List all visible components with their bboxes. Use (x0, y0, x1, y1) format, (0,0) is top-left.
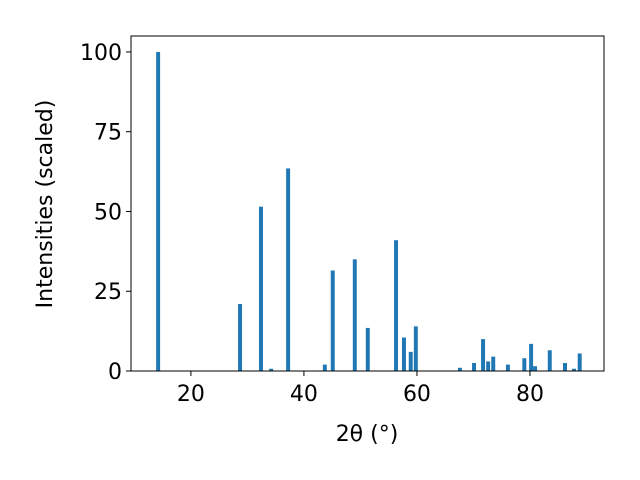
bar (563, 363, 567, 371)
bar (258, 206, 263, 371)
x-tick-label: 60 (403, 382, 431, 407)
bar (286, 168, 291, 371)
bar (365, 327, 370, 371)
y-tick-label: 75 (94, 121, 122, 146)
y-tick-label: 0 (108, 360, 122, 385)
y-tick-label: 50 (94, 200, 122, 225)
bar (457, 367, 462, 371)
y-axis-label: Intensities (scaled) (33, 100, 58, 309)
bar (577, 353, 582, 371)
x-tick-label: 80 (516, 382, 544, 407)
bar (156, 51, 161, 371)
y-tick-label: 25 (94, 280, 122, 305)
bar (481, 339, 486, 371)
bar (533, 366, 538, 371)
x-tick-label: 20 (177, 382, 205, 407)
bar (401, 337, 406, 371)
y-tick-label: 100 (80, 41, 122, 66)
bar (238, 304, 243, 371)
bar (572, 368, 577, 371)
bar (547, 350, 552, 371)
bar (522, 358, 527, 371)
bar (352, 259, 357, 371)
bar (269, 368, 274, 371)
bar (486, 361, 491, 371)
x-axis-label: 2θ (°) (336, 422, 399, 447)
bar (472, 363, 477, 371)
bar (491, 356, 496, 371)
bar (322, 364, 327, 371)
plot-frame (130, 35, 605, 372)
bar (413, 326, 418, 371)
bar (505, 364, 510, 371)
bar (408, 351, 413, 371)
bar (330, 270, 335, 371)
x-tick-label: 40 (290, 382, 318, 407)
bar (394, 240, 399, 371)
bar (529, 343, 534, 371)
